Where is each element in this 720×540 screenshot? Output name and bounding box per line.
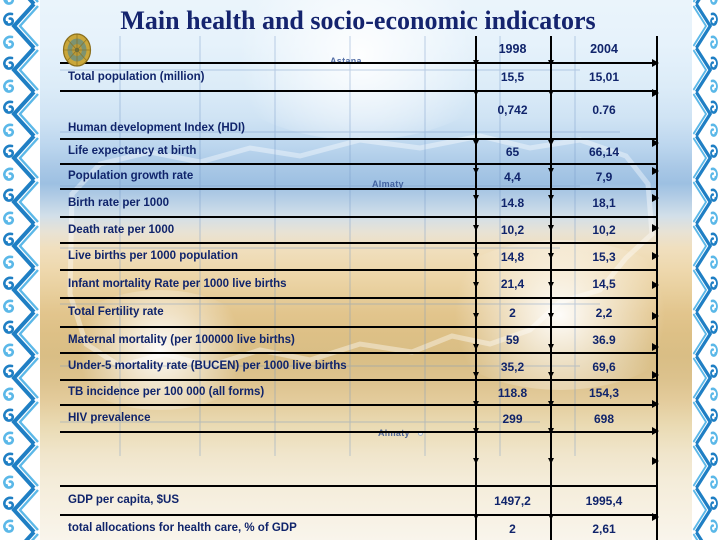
table-row: Birth rate per 1000 14.8 18,1 <box>60 188 658 216</box>
ornamental-border-right <box>692 0 720 540</box>
page-title: Main health and socio-economic indicator… <box>120 6 596 35</box>
table-row-label: Total population (million) <box>68 70 205 83</box>
table-row-label: Infant mortality Rate per 1000 live birt… <box>68 277 287 290</box>
table-cell-2004: 698 <box>593 411 615 426</box>
table-row: HIV prevalence 299 698 <box>60 404 658 431</box>
table-cell-2004: 66,14 <box>588 144 620 159</box>
table-row-label: Total Fertility rate <box>68 306 164 319</box>
table-row <box>60 431 658 485</box>
table-cell-2004: 10,2 <box>592 223 616 237</box>
table-row: GDP per capita, $US 1497,2 1995,4 <box>60 485 658 514</box>
table-cell-2004: 36.9 <box>592 333 616 347</box>
table-cell-2004: 154,3 <box>588 385 620 400</box>
table-cell-1998: 2 <box>509 521 516 536</box>
table-row: Infant mortality Rate per 1000 live birt… <box>60 269 658 297</box>
table-cell-1998: 21,4 <box>500 277 525 291</box>
table-cell-2004: 1995,4 <box>585 493 623 508</box>
table-cell-1998: 14.8 <box>500 196 525 210</box>
table-cell-1998: 14,8 <box>500 249 525 264</box>
table-row: Live births per 1000 population 14,8 15,3 <box>60 242 658 269</box>
table-cell-1998: 10,2 <box>500 223 525 237</box>
table-row: Death rate per 1000 10,2 10,2 <box>60 216 658 242</box>
table-row: TB incidence per 100 000 (all forms) 118.… <box>60 379 658 404</box>
table-cell-1998: 2 <box>509 305 516 320</box>
table-cell-1998: 1998 <box>498 42 527 56</box>
table-row-label: GDP per capita, $US <box>68 494 179 507</box>
table-cell-2004: 69,6 <box>592 359 616 374</box>
table-row-label: HIV prevalence <box>68 412 151 425</box>
table-row: total allocations for health care, % of … <box>60 514 658 540</box>
table-row: Population growth rate 4,4 7,9 <box>60 163 658 188</box>
table-row-label: Population growth rate <box>68 170 194 183</box>
table-cell-2004: 0.76 <box>592 103 616 117</box>
table-cell-1998: 4,4 <box>504 169 521 184</box>
table-cell-1998: 118.8 <box>497 385 528 400</box>
table-row: Total Fertility rate 2 2,2 <box>60 297 658 326</box>
table-row-label: Birth rate per 1000 <box>68 196 169 209</box>
table-cell-1998: 299 <box>502 411 523 426</box>
table-cell-1998: 65 <box>505 144 520 159</box>
table-row: Maternal mortality (per 100000 live birt… <box>60 326 658 352</box>
table-cell-1998: 35,2 <box>500 359 525 374</box>
table-row-label: Life expectancy at birth <box>68 145 197 158</box>
table-row: Under-5 mortality rate (BUCEN) per 1000 … <box>60 352 658 379</box>
table-cell-2004: 2,61 <box>592 521 616 536</box>
table-row-label: TB incidence per 100 000 (all forms) <box>68 386 265 399</box>
indicators-table: 1998 2004 Total population (million) 15,5 15… <box>60 36 659 540</box>
table-row-label: total allocations for health care, % of … <box>68 522 297 535</box>
ornamental-border-left <box>0 0 40 540</box>
table-cell-2004: 14,5 <box>592 277 616 291</box>
table-row: Life expectancy at birth 65 66,14 <box>60 138 658 163</box>
table-header-row: 1998 2004 <box>60 36 658 62</box>
table-row-label: Maternal mortality (per 100000 live birt… <box>68 333 295 346</box>
table-cell-1998: 1497,2 <box>494 493 531 508</box>
table-cell-2004: 15,3 <box>592 249 616 264</box>
table-cell-2004: 15,01 <box>588 70 620 84</box>
table-cell-1998: 15,5 <box>500 70 525 84</box>
table-cell-1998: 59 <box>505 333 520 347</box>
table-cell-2004: 7,9 <box>595 169 613 184</box>
table-row-label: Live births per 1000 population <box>68 250 238 263</box>
kazakhstan-state-emblem-icon <box>62 33 92 67</box>
table-cell-2004: 2,2 <box>595 305 613 320</box>
table-cell-1998: 0,742 <box>497 103 528 117</box>
table-cell-2004: 18,1 <box>592 196 616 210</box>
table-cell-2004: 2004 <box>590 42 618 56</box>
table-row: Total population (million) 15,5 15,01 <box>60 62 658 90</box>
table-row-label: Under-5 mortality rate (BUCEN) per 1000 … <box>68 360 347 373</box>
table-row-label: Death rate per 1000 <box>68 223 175 236</box>
table-row-label: Human development Index (HDI) <box>68 121 245 134</box>
table-row: Human development Index (HDI) 0,742 0.76 <box>60 90 658 138</box>
